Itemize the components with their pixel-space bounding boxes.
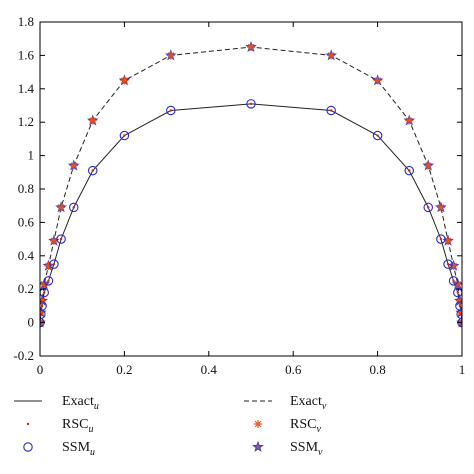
data-point-rsc-u	[40, 304, 44, 308]
legend-label: RSCv	[290, 417, 321, 435]
x-tick-label: 0	[37, 362, 44, 377]
data-point-ssm-u	[56, 234, 66, 244]
legend-swatch	[23, 442, 33, 452]
data-point-rsc-v	[436, 203, 445, 212]
y-tick-label: 0.6	[18, 214, 35, 229]
data-point-rsc-v	[449, 261, 458, 270]
data-point-rsc-v	[247, 43, 255, 52]
x-tick-label: 0.2	[116, 362, 132, 377]
data-point-rsc-u	[52, 262, 56, 266]
y-tick-label: 1.8	[18, 14, 34, 29]
data-point-ssm-u	[43, 276, 54, 286]
data-point-rsc-v	[424, 161, 433, 170]
data-point-rsc-u	[456, 291, 459, 294]
y-tick-label: 0	[28, 315, 35, 330]
x-tick-label: 1	[459, 362, 466, 377]
data-point-rsc-u	[439, 237, 443, 241]
data-point-ssm-u	[372, 130, 383, 141]
data-point-ssm-u	[246, 99, 256, 109]
y-tick-label: 1.6	[18, 47, 35, 62]
legend-entry-ssm-u: SSMu	[23, 440, 95, 458]
axes-box	[39, 21, 463, 357]
data-point-rsc-u	[43, 291, 46, 294]
data-point-ssm-u	[326, 105, 336, 116]
data-point-rsc-u	[249, 102, 253, 106]
data-point-rsc-v	[69, 161, 78, 170]
legend-entry-rsc-v: RSCv	[254, 417, 321, 435]
data-point-rsc-v	[88, 116, 97, 125]
y-tick-label: 0.8	[18, 181, 34, 196]
data-point-ssm-u	[166, 105, 176, 116]
legend-label: SSMu	[62, 440, 95, 458]
x-tick-label: 0.4	[201, 362, 218, 377]
data-point-rsc-v	[405, 116, 414, 125]
legend-swatch	[252, 440, 264, 452]
data-point-rsc-u	[47, 279, 50, 283]
axes: 0 0.2 0.4 0.6 0.8 1-0.200.20.40.60.811.21.41.…	[13, 14, 465, 377]
y-tick-label: 1	[28, 148, 35, 163]
data-point-ssm-u	[404, 165, 414, 176]
data-point-rsc-v	[44, 261, 53, 270]
legend-entry-rsc-u: RSCu	[26, 417, 93, 435]
data-point-rsc-u	[459, 313, 462, 316]
y-tick-label: 1.4	[18, 81, 35, 96]
data-point-rsc-v	[373, 76, 382, 85]
data-point-ssm-u	[448, 276, 459, 286]
legend-label: RSCu	[62, 417, 93, 435]
data-point-rsc-u	[72, 206, 75, 209]
data-point-ssm-u	[88, 165, 98, 176]
series-line-exact-v	[40, 46, 462, 323]
y-tick-label: 0.4	[18, 248, 35, 263]
data-point-rsc-u	[123, 134, 126, 137]
legend-entry-exact-v: Exactv	[244, 394, 327, 412]
data-point-rsc-v	[444, 236, 453, 245]
data-point-rsc-u	[427, 206, 430, 209]
data-point-rsc-u	[329, 109, 333, 112]
data-point-rsc-v	[166, 51, 175, 60]
data-point-rsc-v	[120, 76, 129, 85]
y-tick-label: -0.2	[13, 348, 34, 363]
x-tick-label: 0.6	[285, 362, 302, 377]
legend-label: Exactv	[290, 394, 327, 412]
data-point-rsc-u	[59, 237, 63, 241]
legend-label: Exactu	[62, 394, 99, 412]
plot-area	[40, 40, 462, 328]
data-point-rsc-v	[57, 203, 66, 212]
data-point-ssm-u	[69, 202, 79, 213]
data-point-rsc-u	[408, 169, 411, 172]
data-point-rsc-u	[446, 262, 450, 266]
y-tick-label: 1.2	[18, 114, 34, 129]
data-point-ssm-u	[443, 259, 453, 269]
legend-label: SSMv	[290, 440, 323, 458]
data-point-rsc-u	[169, 109, 173, 112]
data-point-rsc-u	[40, 313, 43, 316]
legend-entry-ssm-v: SSMv	[252, 440, 323, 458]
data-point-rsc-u	[458, 304, 462, 308]
legend-entry-exact-u: Exactu	[14, 394, 99, 412]
legend: Exactu Exactv RSCu RSCv SSMu SSMv	[14, 394, 327, 458]
y-tick-label: 0.2	[18, 281, 34, 296]
data-point-rsc-v	[40, 296, 47, 305]
data-point-ssm-u	[119, 130, 130, 141]
data-point-rsc-v	[327, 51, 336, 60]
x-tick-label: 0.8	[369, 362, 385, 377]
data-point-ssm-u	[423, 202, 433, 213]
data-point-ssm-u	[40, 301, 47, 311]
data-point-ssm-u	[49, 259, 59, 269]
data-point-rsc-u	[452, 279, 455, 283]
data-point-rsc-v	[49, 236, 58, 245]
legend-swatch	[26, 422, 30, 426]
data-point-rsc-u	[91, 169, 94, 172]
data-point-rsc-u	[376, 134, 379, 137]
legend-swatch	[254, 420, 262, 428]
data-point-rsc-v	[455, 296, 462, 305]
data-point-ssm-u	[436, 234, 446, 244]
series-line-exact-u	[40, 103, 462, 323]
